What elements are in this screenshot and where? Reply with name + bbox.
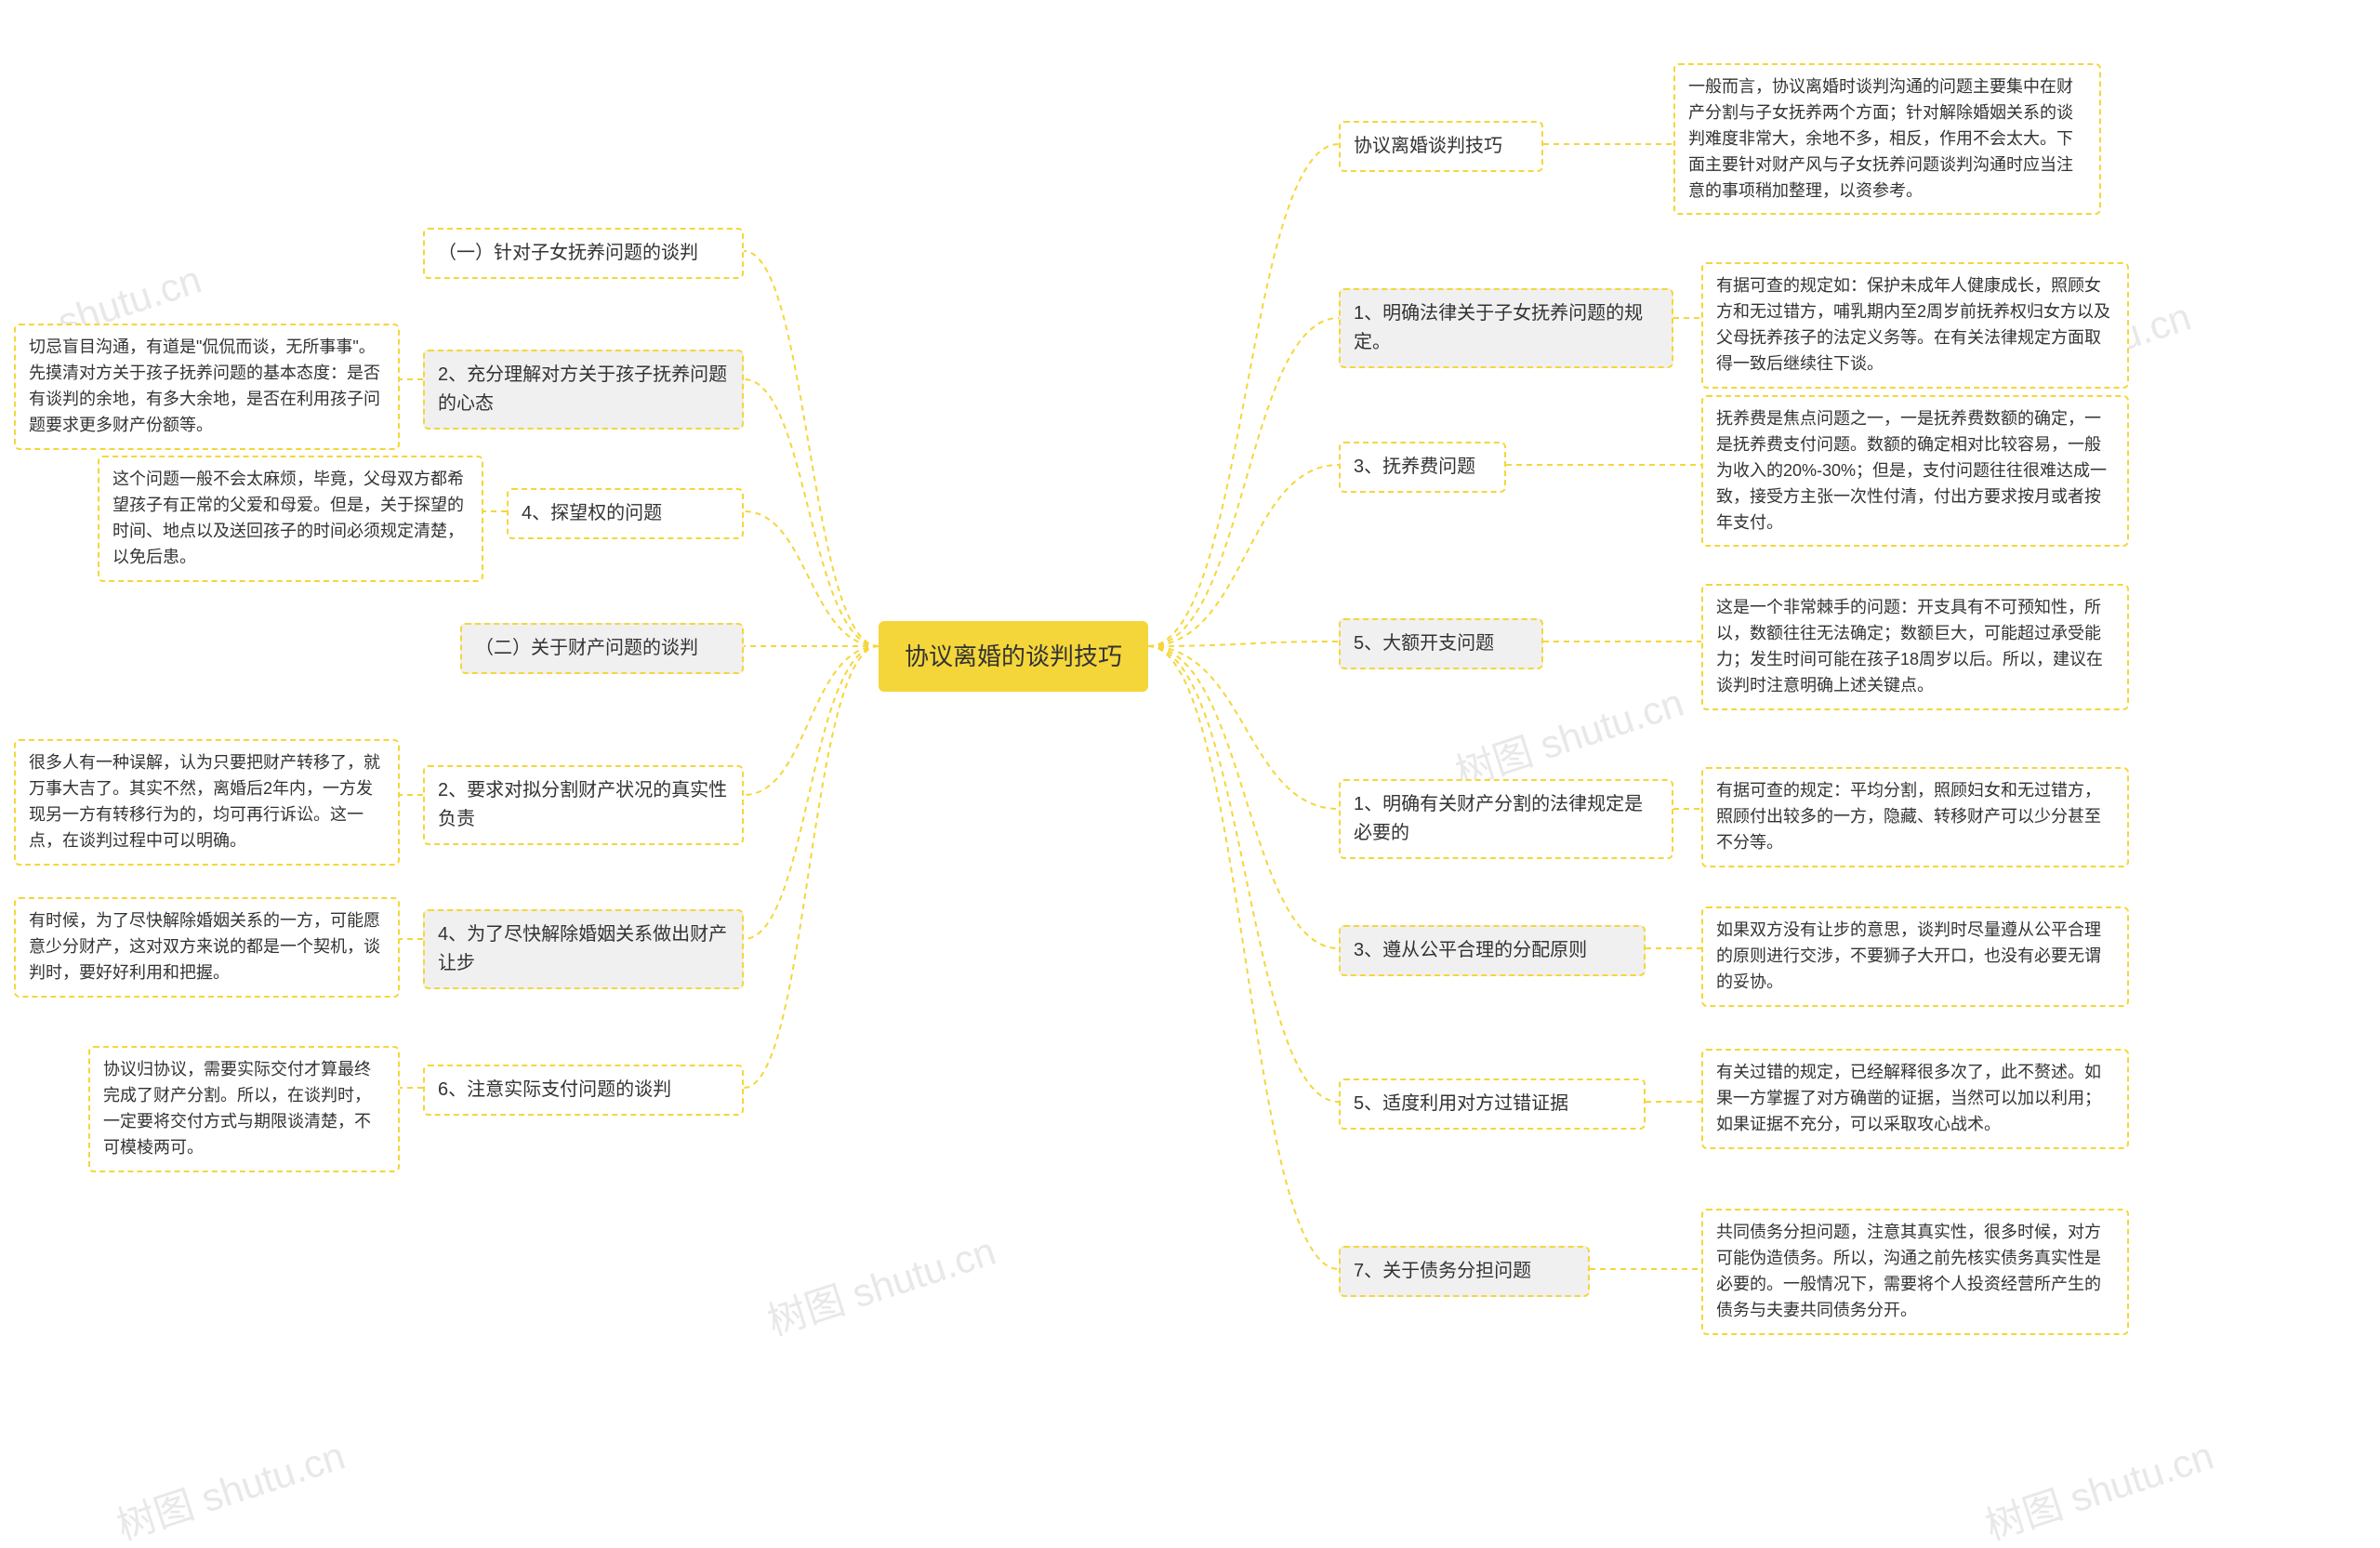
left-topic-2[interactable]: 2、充分理解对方关于孩子抚养问题的心态 — [423, 350, 744, 430]
right-topic-8[interactable]: 7、关于债务分担问题 — [1339, 1246, 1590, 1297]
left-topic-3[interactable]: 4、探望权的问题 — [507, 488, 744, 539]
left-topic-5[interactable]: 2、要求对拟分割财产状况的真实性负责 — [423, 765, 744, 845]
watermark: 树图 shutu.cn — [1977, 1424, 2220, 1548]
right-leaf-8[interactable]: 共同债务分担问题，注意其真实性，很多时候，对方可能伪造债务。所以，沟通之前先核实… — [1701, 1209, 2129, 1335]
watermark: 树图 shutu.cn — [109, 1424, 351, 1548]
left-leaf-7[interactable]: 协议归协议，需要实际交付才算最终完成了财产分割。所以，在谈判时，一定要将交付方式… — [88, 1046, 400, 1172]
left-topic-6[interactable]: 4、为了尽快解除婚姻关系做出财产让步 — [423, 909, 744, 989]
right-topic-3[interactable]: 3、抚养费问题 — [1339, 442, 1506, 493]
watermark: 树图 shutu.cn — [760, 1220, 1002, 1347]
right-leaf-2[interactable]: 有据可查的规定如：保护未成年人健康成长，照顾女方和无过错方，哺乳期内至2周岁前抚… — [1701, 262, 2129, 389]
right-topic-5[interactable]: 1、明确有关财产分割的法律规定是必要的 — [1339, 779, 1673, 859]
right-topic-7[interactable]: 5、适度利用对方过错证据 — [1339, 1078, 1646, 1130]
left-topic-1[interactable]: （一）针对子女抚养问题的谈判 — [423, 228, 744, 279]
left-leaf-5[interactable]: 很多人有一种误解，认为只要把财产转移了，就万事大吉了。其实不然，离婚后2年内，一… — [14, 739, 400, 866]
left-leaf-2[interactable]: 切忌盲目沟通，有道是"侃侃而谈，无所事事"。先摸清对方关于孩子抚养问题的基本态度… — [14, 324, 400, 450]
right-leaf-6[interactable]: 如果双方没有让步的意思，谈判时尽量遵从公平合理的原则进行交涉，不要狮子大开口，也… — [1701, 906, 2129, 1007]
right-leaf-1[interactable]: 一般而言，协议离婚时谈判沟通的问题主要集中在财产分割与子女抚养两个方面；针对解除… — [1673, 63, 2101, 215]
left-topic-7[interactable]: 6、注意实际支付问题的谈判 — [423, 1065, 744, 1116]
right-leaf-4[interactable]: 这是一个非常棘手的问题：开支具有不可预知性，所以，数额往往无法确定；数额巨大，可… — [1701, 584, 2129, 710]
right-topic-6[interactable]: 3、遵从公平合理的分配原则 — [1339, 925, 1646, 976]
right-leaf-3[interactable]: 抚养费是焦点问题之一，一是抚养费数额的确定，一是抚养费支付问题。数额的确定相对比… — [1701, 395, 2129, 547]
right-topic-1[interactable]: 协议离婚谈判技巧 — [1339, 121, 1543, 172]
right-topic-4[interactable]: 5、大额开支问题 — [1339, 618, 1543, 669]
right-topic-2[interactable]: 1、明确法律关于子女抚养问题的规定。 — [1339, 288, 1673, 368]
right-leaf-5[interactable]: 有据可查的规定：平均分割，照顾妇女和无过错方，照顾付出较多的一方，隐藏、转移财产… — [1701, 767, 2129, 867]
left-topic-4[interactable]: （二）关于财产问题的谈判 — [460, 623, 744, 674]
center-topic[interactable]: 协议离婚的谈判技巧 — [879, 621, 1148, 692]
left-leaf-3[interactable]: 这个问题一般不会太麻烦，毕竟，父母双方都希望孩子有正常的父爱和母爱。但是，关于探… — [98, 456, 483, 582]
right-leaf-7[interactable]: 有关过错的规定，已经解释很多次了，此不赘述。如果一方掌握了对方确凿的证据，当然可… — [1701, 1049, 2129, 1149]
left-leaf-6[interactable]: 有时候，为了尽快解除婚姻关系的一方，可能愿意少分财产，这对双方来说的都是一个契机… — [14, 897, 400, 998]
